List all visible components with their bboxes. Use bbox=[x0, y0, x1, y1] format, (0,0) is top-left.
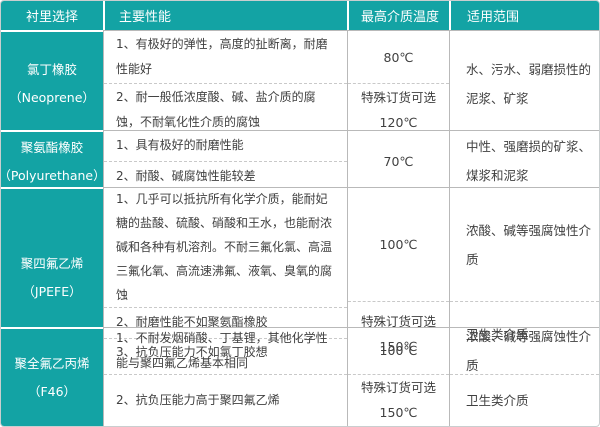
temperature-cell: 70℃ bbox=[347, 130, 449, 191]
material-cell: 聚氨酯橡胶 （Polyurethane） bbox=[0, 130, 106, 191]
material-name: 氯丁橡胶 bbox=[26, 62, 77, 77]
temperature-value: 70℃ bbox=[383, 153, 414, 169]
performance-cell: 1、具有极好的耐磨性能 2、耐酸、碱腐蚀性能较差 bbox=[103, 130, 347, 191]
material-code: （Polyurethane） bbox=[0, 167, 106, 183]
performance-item: 1、不耐发烟硝酸、丁基锂，其他化学性能与聚四氟乙烯基本相同 bbox=[116, 330, 328, 370]
header-cell-lining: 衬里选择 bbox=[25, 10, 78, 25]
temperature-value: 150℃ bbox=[379, 339, 418, 355]
temperature-value: 100℃ bbox=[379, 343, 418, 359]
range-item: 卫生类介质 bbox=[450, 301, 599, 366]
temperature-value: 100℃ bbox=[379, 237, 418, 253]
temperature-cell: 100℃ 特殊订货可选 150℃ bbox=[347, 187, 449, 366]
range-item: 浓酸、碱等强腐蚀性介质 bbox=[466, 222, 592, 267]
material-name: 聚四氟乙烯 bbox=[20, 255, 84, 271]
table-row-ptfe: 聚四氟乙烯 （JPEFE） 1、几乎可以抵抗所有化学介质，能耐妃糖的盐酸、硫酸、… bbox=[1, 187, 599, 366]
header-cell-max-temperature: 最高介质温度 bbox=[347, 1, 449, 30]
performance-item: 2、耐磨性能不如聚氨酯橡胶 bbox=[104, 306, 347, 338]
performance-cell: 1、不耐发烟硝酸、丁基锂，其他化学性能与聚四氟乙烯基本相同 2、抗负压能力高于聚… bbox=[103, 327, 347, 426]
performance-item: 2、耐一般低浓度酸、碱、盐介质的腐蚀，不耐氧化性介质的腐蚀 bbox=[104, 83, 347, 136]
temperature-item: 100℃ bbox=[348, 188, 449, 301]
range-item: 中性、强磨损的矿浆、煤浆和泥浆 bbox=[466, 139, 592, 183]
table-row-neoprene: 氯丁橡胶 （Neoprene） 1、有极好的弹性，高度的扯断离，耐磨性能好 2、… bbox=[1, 30, 599, 136]
temperature-item: 80℃ bbox=[348, 31, 449, 83]
header-cell-application-range: 适用范围 bbox=[449, 1, 599, 30]
range-cell: 水、污水、弱磨损性的泥浆、矿浆 bbox=[449, 30, 599, 136]
range-cell: 中性、强磨损的矿浆、煤浆和泥浆 bbox=[449, 130, 599, 191]
temperature-note: 特殊订货可选 bbox=[360, 380, 436, 396]
material-code: （JPEFE） bbox=[22, 283, 82, 299]
material-code: （F46） bbox=[27, 383, 77, 399]
performance-item: 2、抗负压能力高于聚四氟乙烯 bbox=[104, 373, 347, 426]
performance-item: 1、有极好的弹性，高度的扯断离，耐磨性能好 bbox=[116, 37, 328, 76]
performance-cell: 1、几乎可以抵抗所有化学介质，能耐妃糖的盐酸、硫酸、硝酸和王水，也能耐浓碱和各种… bbox=[103, 187, 347, 366]
range-item: 浓酸、碱等强腐蚀性介质 bbox=[466, 328, 592, 373]
table-row-polyurethane: 聚氨酯橡胶 （Polyurethane） 1、具有极好的耐磨性能 2、耐酸、碱腐… bbox=[1, 130, 599, 191]
range-cell: 浓酸、碱等强腐蚀性介质 卫生类介质 bbox=[449, 327, 599, 426]
temperature-item: 70℃ bbox=[348, 131, 449, 191]
temperature-cell: 100℃ 特殊订货可选 150℃ bbox=[347, 327, 449, 426]
temperature-value: 80℃ bbox=[383, 49, 414, 65]
temperature-note: 特殊订货可选 bbox=[360, 314, 436, 330]
temperature-note: 特殊订货可选 bbox=[360, 90, 436, 105]
material-cell: 聚全氟乙丙烯 （F46） bbox=[1, 327, 103, 426]
performance-item: 2、耐酸、碱腐蚀性能较差 bbox=[104, 160, 347, 192]
temperature-item: 特殊订货可选 120℃ bbox=[348, 83, 449, 136]
material-cell: 氯丁橡胶 （Neoprene） bbox=[1, 30, 103, 136]
table-header-row: 衬里选择 主要性能 最高介质温度 适用范围 bbox=[1, 1, 599, 30]
range-cell: 浓酸、碱等强腐蚀性介质 卫生类介质 bbox=[449, 187, 599, 366]
material-code: （Neoprene） bbox=[9, 90, 95, 105]
performance-item: 1、具有极好的耐磨性能 bbox=[116, 138, 244, 153]
material-name: 聚全氟乙丙烯 bbox=[14, 355, 90, 371]
temperature-item: 100℃ bbox=[348, 328, 449, 374]
temperature-item: 特殊订货可选 150℃ bbox=[348, 373, 449, 426]
performance-cell: 1、有极好的弹性，高度的扯断离，耐磨性能好 2、耐一般低浓度酸、碱、盐介质的腐蚀… bbox=[103, 30, 347, 136]
performance-item: 3、抗负压能力不如氯丁胶想 bbox=[104, 337, 347, 367]
temperature-cell: 80℃ 特殊订货可选 120℃ bbox=[347, 30, 449, 136]
range-item: 卫生类介质 bbox=[450, 373, 599, 426]
range-item: 水、污水、弱磨损性的泥浆、矿浆 bbox=[466, 61, 592, 106]
temperature-item: 特殊订货可选 150℃ bbox=[348, 301, 449, 366]
header-cell-performance: 主要性能 bbox=[103, 1, 347, 30]
material-name: 聚氨酯橡胶 bbox=[20, 139, 84, 155]
temperature-value: 120℃ bbox=[379, 115, 418, 130]
temperature-value: 150℃ bbox=[379, 405, 418, 421]
table-row-f46: 聚全氟乙丙烯 （F46） 1、不耐发烟硝酸、丁基锂，其他化学性能与聚四氟乙烯基本… bbox=[1, 327, 599, 426]
performance-item: 1、几乎可以抵抗所有化学介质，能耐妃糖的盐酸、硫酸、硝酸和王水，也能耐浓碱和各种… bbox=[116, 192, 333, 303]
